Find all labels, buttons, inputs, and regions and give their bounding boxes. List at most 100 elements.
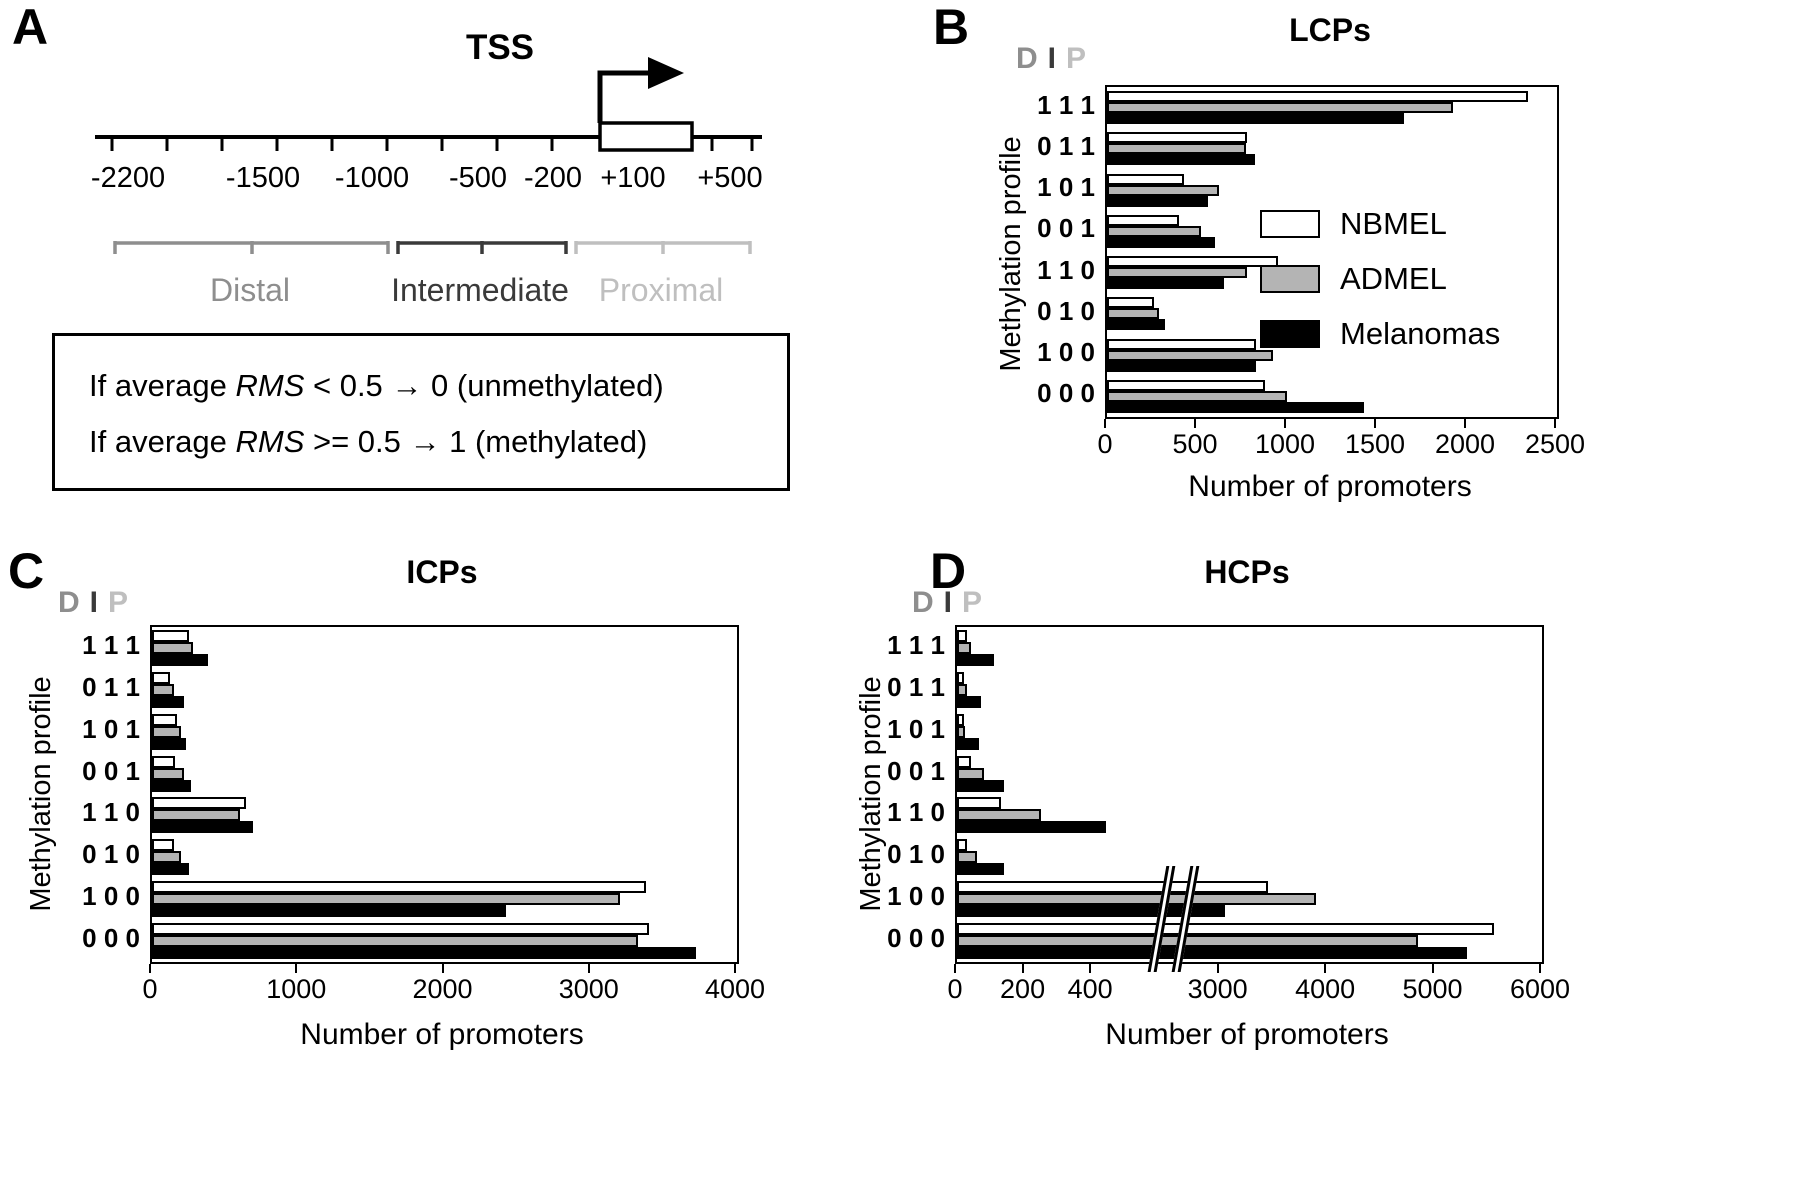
bar-hcps-011-nbmel <box>957 671 964 684</box>
scale-label: +500 <box>697 162 763 194</box>
tss-arrow-icon <box>597 70 650 123</box>
bar-hcps-101-admel <box>957 725 965 738</box>
bar-icps-001-melanomas <box>152 779 191 792</box>
bar-hcps-111-melanomas <box>957 653 994 666</box>
bar-lcps-100-melanomas <box>1107 360 1256 372</box>
bar-lcps-111-admel <box>1107 102 1453 114</box>
bar-icps-101-melanomas <box>152 737 186 750</box>
x-tick-mark <box>1324 964 1327 973</box>
dip-letter-intermediate: I <box>1047 42 1057 75</box>
bar-lcps-001-melanomas <box>1107 236 1215 248</box>
x-tick-label: 400 <box>1067 974 1113 1004</box>
bar-icps-011-melanomas <box>152 695 184 708</box>
bar-hcps-111-nbmel <box>957 629 967 642</box>
rule-text: >= 0.5 → 1 (methylated) <box>304 424 648 459</box>
bar-lcps-000-nbmel <box>1107 379 1265 391</box>
chart-title-hcps: HCPs <box>1204 554 1290 590</box>
bar-hcps-101-melanomas <box>957 737 979 750</box>
category-label-111: 1 1 1 <box>82 629 140 660</box>
bar-lcps-100-admel <box>1107 349 1273 361</box>
bar-lcps-001-nbmel <box>1107 214 1179 226</box>
bar-hcps-010-melanomas <box>957 863 1004 876</box>
x-tick-label: 2000 <box>412 974 473 1004</box>
x-tick-mark <box>1104 419 1106 428</box>
bar-hcps-110-nbmel <box>957 797 1001 810</box>
region-bracket-proximal <box>574 241 752 254</box>
x-tick-mark <box>1216 964 1219 973</box>
panel-letter-a: A <box>12 0 49 55</box>
x-tick-mark <box>1464 419 1466 428</box>
legend-item-admel: ADMEL <box>1260 261 1500 297</box>
bar-lcps-011-admel <box>1107 143 1246 155</box>
rule-term-rms: RMS <box>235 368 305 403</box>
bar-lcps-111-nbmel <box>1107 91 1528 103</box>
legend-swatch-nbmel <box>1260 210 1320 238</box>
plot-area-icps <box>150 625 739 964</box>
plot-area-lcps <box>1105 85 1559 419</box>
dip-letter-proximal: P <box>962 586 983 619</box>
category-label-110: 1 1 0 <box>887 797 945 828</box>
chart-title-lcps: LCPs <box>1289 12 1371 48</box>
x-tick-label: 2500 <box>1524 429 1586 459</box>
x-tick-mark <box>149 964 151 973</box>
category-label-101: 1 0 1 <box>1037 172 1095 203</box>
bar-icps-001-admel <box>152 767 184 780</box>
rms-rule-methylated: If average RMS >= 0.5 → 1 (methylated) <box>89 414 787 470</box>
bar-lcps-010-melanomas <box>1107 319 1165 331</box>
bar-lcps-010-nbmel <box>1107 297 1154 309</box>
bar-icps-101-nbmel <box>152 713 177 726</box>
bar-lcps-110-admel <box>1107 267 1247 279</box>
rms-rules-box: If average RMS < 0.5 → 0 (unmethylated) … <box>52 333 790 491</box>
bar-hcps-111-admel <box>957 641 971 654</box>
bar-icps-000-admel <box>152 935 638 948</box>
bar-icps-000-melanomas <box>152 947 696 960</box>
dip-letter-distal: D <box>58 586 80 619</box>
bar-hcps-010-nbmel <box>957 839 967 852</box>
bar-lcps-000-melanomas <box>1107 401 1364 413</box>
gene-box <box>598 121 694 152</box>
bar-lcps-000-admel <box>1107 390 1287 402</box>
region-bracket-distal <box>113 241 390 254</box>
bar-icps-010-admel <box>152 851 181 864</box>
x-tick-mark <box>734 964 736 973</box>
bar-lcps-110-melanomas <box>1107 278 1224 290</box>
bar-hcps-110-melanomas <box>957 821 1106 834</box>
region-label-distal: Distal <box>209 272 290 308</box>
rms-rule-unmethylated: If average RMS < 0.5 → 0 (unmethylated) <box>89 358 787 414</box>
legend-swatch-melanomas <box>1260 320 1320 348</box>
scale-label: -500 <box>448 162 508 194</box>
panel-letter-b: B <box>933 0 970 55</box>
bar-icps-010-nbmel <box>152 839 174 852</box>
x-tick-mark <box>954 964 956 973</box>
dip-letter-distal: D <box>1016 42 1038 75</box>
legend-item-melanomas: Melanomas <box>1260 316 1500 352</box>
x-tick-mark <box>1374 419 1376 428</box>
bar-hcps-011-admel <box>957 683 967 696</box>
bar-icps-111-admel <box>152 641 193 654</box>
bar-icps-101-admel <box>152 725 181 738</box>
category-label-011: 0 1 1 <box>887 671 945 702</box>
dip-letter-intermediate: I <box>89 586 99 619</box>
x-tick-mark <box>1194 419 1196 428</box>
bar-lcps-110-nbmel <box>1107 256 1278 268</box>
bar-icps-000-nbmel <box>152 923 649 936</box>
x-tick-label: 1000 <box>1254 429 1316 459</box>
region-bracket-intermediate <box>396 241 568 254</box>
bar-hcps-011-melanomas <box>957 695 981 708</box>
bar-icps-100-nbmel <box>152 881 646 894</box>
dip-letter-intermediate: I <box>943 586 953 619</box>
bar-icps-111-nbmel <box>152 629 189 642</box>
bar-lcps-011-nbmel <box>1107 132 1247 144</box>
x-axis-label: Number of promoters <box>300 1018 584 1051</box>
category-label-000: 0 0 0 <box>82 923 140 954</box>
bar-icps-001-nbmel <box>152 755 175 768</box>
region-label-proximal: Proximal <box>598 272 724 308</box>
category-label-001: 0 0 1 <box>82 755 140 786</box>
category-label-111: 1 1 1 <box>1037 89 1095 120</box>
bar-hcps-010-admel <box>957 851 977 864</box>
tss-label: TSS <box>465 28 535 67</box>
category-label-101: 1 0 1 <box>82 713 140 744</box>
x-tick-label: 4000 <box>704 974 766 1004</box>
